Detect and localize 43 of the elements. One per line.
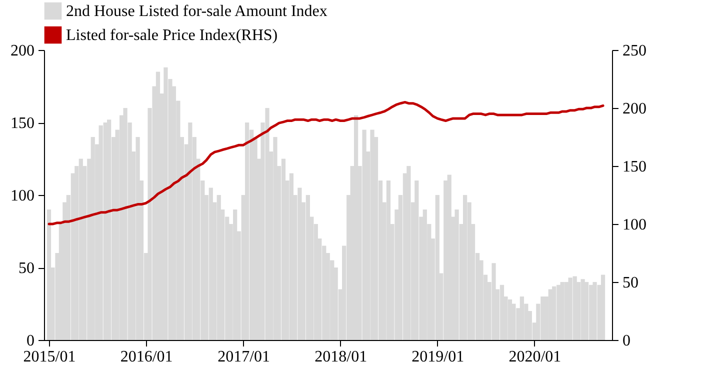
y2-tick-label: 100 [622, 216, 646, 234]
bar [370, 130, 374, 340]
bar [584, 282, 589, 340]
bar [406, 166, 411, 340]
bar [600, 274, 606, 340]
x-tick-label: 2015/01 [23, 348, 76, 366]
y2-tick-label: 0 [622, 332, 630, 350]
y2-tick-label: 200 [622, 100, 646, 118]
bar [512, 304, 516, 340]
bar [188, 122, 192, 340]
y-tick-label: 200 [10, 42, 34, 60]
bar [136, 137, 140, 340]
bar [233, 210, 238, 340]
bar [90, 137, 95, 340]
y-tick-label: 150 [10, 115, 34, 132]
x-tick-label: 2018/01 [314, 348, 368, 366]
bar [552, 286, 556, 340]
y2-tick-label: 250 [622, 42, 646, 60]
x-tick-label: 2019/01 [412, 348, 464, 366]
bar [98, 125, 103, 340]
bar [414, 180, 419, 340]
bar [107, 120, 112, 340]
x-tick-label: 2020/01 [508, 348, 562, 366]
bar [520, 296, 524, 340]
bar [244, 122, 250, 340]
legend-label: 2nd House Listed for-sale Amount Index [66, 3, 328, 20]
y-tick-label: 50 [18, 260, 34, 277]
y-tick-label: 100 [10, 188, 34, 204]
bar [273, 137, 278, 340]
bar [592, 282, 597, 340]
bar [435, 195, 440, 340]
bar [462, 195, 468, 340]
bar [454, 210, 459, 340]
bar [422, 210, 427, 340]
bar [560, 282, 564, 340]
x-tick-label: 2017/01 [218, 348, 270, 366]
y-tick-label: 0 [26, 332, 34, 350]
y2-tick-label: 150 [622, 158, 646, 176]
line-series [48, 100, 604, 226]
y2-tick-label: 50 [622, 274, 638, 292]
legend-label: Listed for-sale Price Index(RHS) [66, 27, 278, 44]
bar [156, 72, 160, 340]
x-tick-label: 2016/01 [120, 348, 173, 366]
